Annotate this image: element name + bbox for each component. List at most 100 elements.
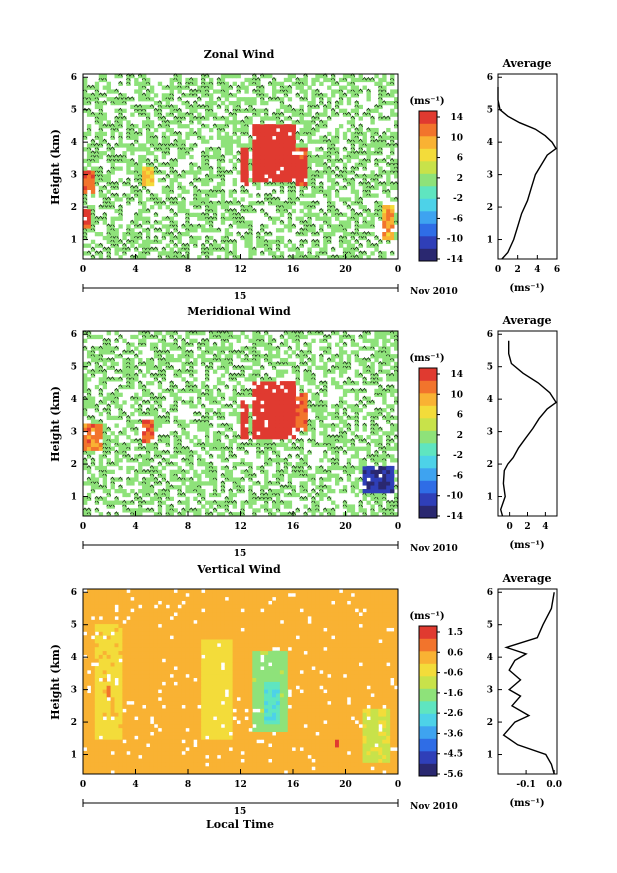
heatmap-cell	[319, 228, 324, 233]
heatmap-cell	[149, 477, 155, 482]
heatmap-cell	[370, 243, 375, 248]
contour-line	[153, 441, 159, 446]
contour-line	[126, 453, 131, 458]
heatmap-cell	[275, 216, 281, 221]
heatmap-cell	[327, 85, 332, 90]
heatmap-cell	[252, 481, 257, 486]
heatmap-cell	[283, 205, 289, 210]
heatmap-cell	[165, 243, 171, 248]
heatmap-cell	[390, 139, 395, 144]
heatmap-cell	[138, 93, 143, 98]
heatmap-cell	[146, 81, 151, 86]
contour-line	[193, 411, 198, 415]
heatmap-cell	[209, 193, 214, 198]
heatmap-cell	[83, 147, 88, 152]
heatmap-cell	[319, 112, 324, 117]
heatmap-cell	[83, 458, 88, 463]
heatmap-cell	[146, 462, 151, 467]
contour-line	[185, 100, 190, 104]
heatmap-cell	[209, 350, 214, 355]
heatmap-cell	[122, 504, 127, 509]
heatmap-cell	[374, 178, 379, 183]
heatmap-cell	[126, 357, 131, 363]
heatmap-cell	[232, 350, 237, 355]
heatmap-cell	[244, 442, 249, 448]
heatmap-cell	[138, 104, 143, 110]
heatmap-cell	[165, 496, 171, 501]
heatmap-cell	[106, 350, 111, 355]
heatmap-cell	[386, 220, 391, 225]
heatmap-cell	[177, 438, 182, 444]
heatmap-cell	[197, 392, 202, 397]
heatmap-cell	[149, 408, 155, 413]
heatmap-cell	[189, 338, 194, 343]
heatmap-cell	[102, 342, 108, 347]
heatmap-cell	[248, 473, 253, 478]
heatmap-cell	[224, 435, 230, 440]
heatmap-cell	[94, 442, 100, 448]
heatmap-cell	[177, 85, 182, 90]
heatmap-cell	[220, 74, 226, 79]
heatmap-cell	[272, 112, 277, 117]
heatmap-cell	[201, 481, 206, 486]
heatmap-cell	[201, 77, 206, 83]
contour-line	[334, 208, 340, 212]
contour-line	[90, 111, 96, 116]
heatmap-cell	[323, 162, 328, 167]
heatmap-cell	[169, 342, 174, 347]
heatmap-cell	[303, 147, 308, 152]
heatmap-cell	[201, 419, 206, 424]
heatmap-cell	[153, 235, 159, 241]
heatmap-cell	[311, 228, 316, 233]
heatmap-cell	[110, 392, 115, 397]
heatmap-cell	[161, 139, 167, 144]
heatmap-cell	[240, 178, 245, 183]
heatmap-cell	[315, 232, 320, 237]
heatmap-cell	[138, 201, 143, 206]
heatmap-cell	[299, 139, 304, 144]
heatmap-cell	[323, 154, 328, 160]
heatmap-cell	[272, 255, 277, 260]
heatmap-cell	[220, 139, 226, 144]
heatmap-cell	[287, 189, 293, 194]
heatmap-cell	[114, 127, 119, 133]
contour-line	[110, 357, 115, 361]
heatmap-cell	[283, 201, 289, 206]
heatmap-cell	[342, 201, 348, 206]
heatmap-cell	[252, 346, 257, 351]
colorbar-swatch	[419, 223, 437, 237]
heatmap-cell	[374, 181, 379, 187]
contour-line	[173, 115, 178, 120]
heatmap-cell	[295, 81, 300, 86]
contour-line	[224, 403, 229, 408]
heatmap-cell	[114, 74, 119, 79]
heatmap-cell	[122, 446, 127, 451]
contour-line	[287, 115, 292, 120]
heatmap-cell	[311, 139, 316, 144]
contour-line	[319, 92, 324, 97]
heatmap-cell	[189, 116, 194, 121]
heatmap-cell	[197, 438, 202, 444]
heatmap-cell	[197, 120, 202, 125]
heatmap-cell	[299, 120, 304, 125]
heatmap-cell	[248, 239, 253, 244]
heatmap-cell	[331, 112, 336, 117]
heatmap-cell	[102, 220, 108, 225]
heatmap-cell	[212, 435, 218, 440]
heatmap-cell	[358, 77, 363, 83]
heatmap-cell	[303, 255, 308, 260]
heatmap-cell	[346, 100, 352, 106]
heatmap-cell	[366, 255, 371, 260]
heatmap-cell	[366, 89, 371, 94]
heatmap-cell	[189, 477, 194, 482]
heatmap-cell	[138, 170, 143, 175]
heatmap-cell	[146, 508, 151, 513]
contour-line	[299, 227, 304, 232]
heatmap-cell	[212, 208, 218, 214]
heatmap-cell	[256, 450, 261, 455]
heatmap-cell	[244, 235, 249, 241]
heatmap-cell	[122, 93, 127, 98]
heatmap-cell	[256, 446, 261, 451]
x-tick-label: 4	[534, 265, 540, 275]
heatmap-cell	[315, 239, 320, 244]
